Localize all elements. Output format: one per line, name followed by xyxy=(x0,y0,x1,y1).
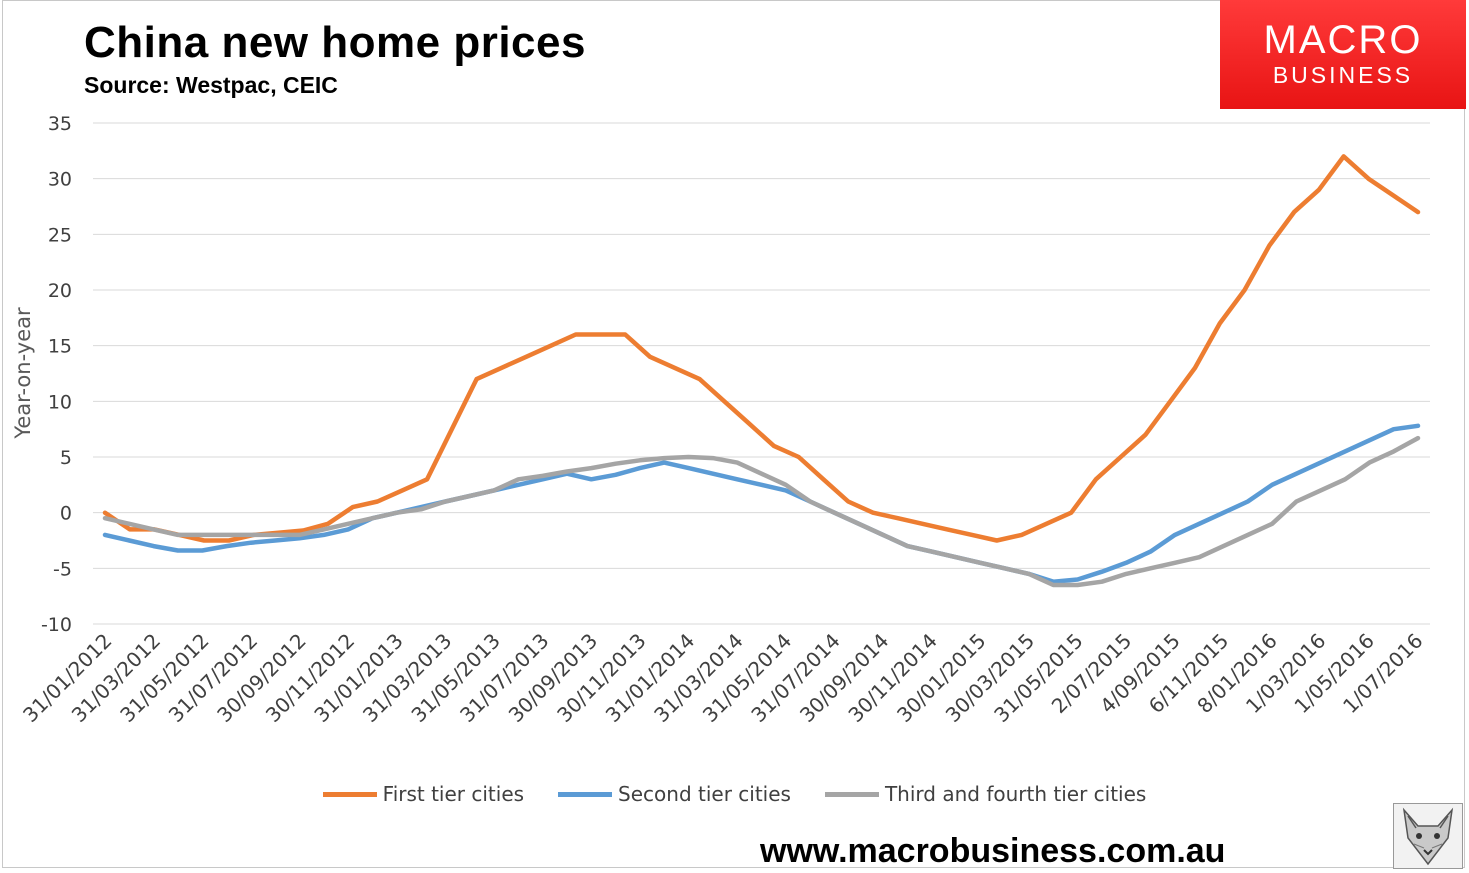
y-tick-label: 0 xyxy=(60,503,72,525)
legend-label: First tier cities xyxy=(382,782,525,806)
gridlines xyxy=(93,122,1430,625)
x-axis-ticks: 31/01/201231/03/201231/05/201231/07/2012… xyxy=(18,629,1427,727)
y-tick-label: 30 xyxy=(48,169,72,191)
legend-item: Second tier cities xyxy=(558,782,791,806)
legend-item: First tier cities xyxy=(322,782,525,806)
legend-swatch xyxy=(824,791,879,797)
legend-item: Third and fourth tier cities xyxy=(824,782,1147,806)
series-line-0 xyxy=(102,154,1421,543)
chart-title: China new home prices xyxy=(84,18,586,67)
y-axis-label: Year-on-year xyxy=(11,307,35,440)
line-chart: 35 30 25 20 15 10 5 0 -5 -10 31/01/201231/03/2012… xyxy=(11,113,1430,727)
legend-swatch xyxy=(322,791,377,797)
legend-swatch xyxy=(558,791,613,797)
y-axis-ticks: 35 30 25 20 15 10 5 0 -5 -10 xyxy=(41,113,72,636)
y-tick-label: -10 xyxy=(41,614,72,636)
legend-label: Third and fourth tier cities xyxy=(884,782,1147,806)
macrobusiness-logo: MACRO BUSINESS xyxy=(1220,0,1466,109)
fox-head-icon xyxy=(1393,803,1463,869)
series-line-1 xyxy=(102,423,1421,584)
y-tick-label: 20 xyxy=(48,280,72,302)
website-url: www.macrobusiness.com.au xyxy=(760,832,1226,870)
legend-label: Second tier cities xyxy=(618,782,791,806)
y-tick-label: -5 xyxy=(53,558,72,580)
legend: First tier cities Second tier cities Third… xyxy=(0,782,1469,806)
y-tick-label: 10 xyxy=(48,391,72,413)
chart-subtitle: Source: Westpac, CEIC xyxy=(84,72,338,98)
series-line-2 xyxy=(102,435,1421,588)
y-tick-label: 35 xyxy=(48,113,72,135)
y-tick-label: 5 xyxy=(60,447,72,469)
y-tick-label: 15 xyxy=(48,336,72,358)
y-tick-label: 25 xyxy=(48,224,72,246)
logo-line2: BUSINESS xyxy=(1272,62,1414,88)
series-lines xyxy=(102,154,1421,588)
logo-line1: MACRO xyxy=(1263,18,1423,62)
